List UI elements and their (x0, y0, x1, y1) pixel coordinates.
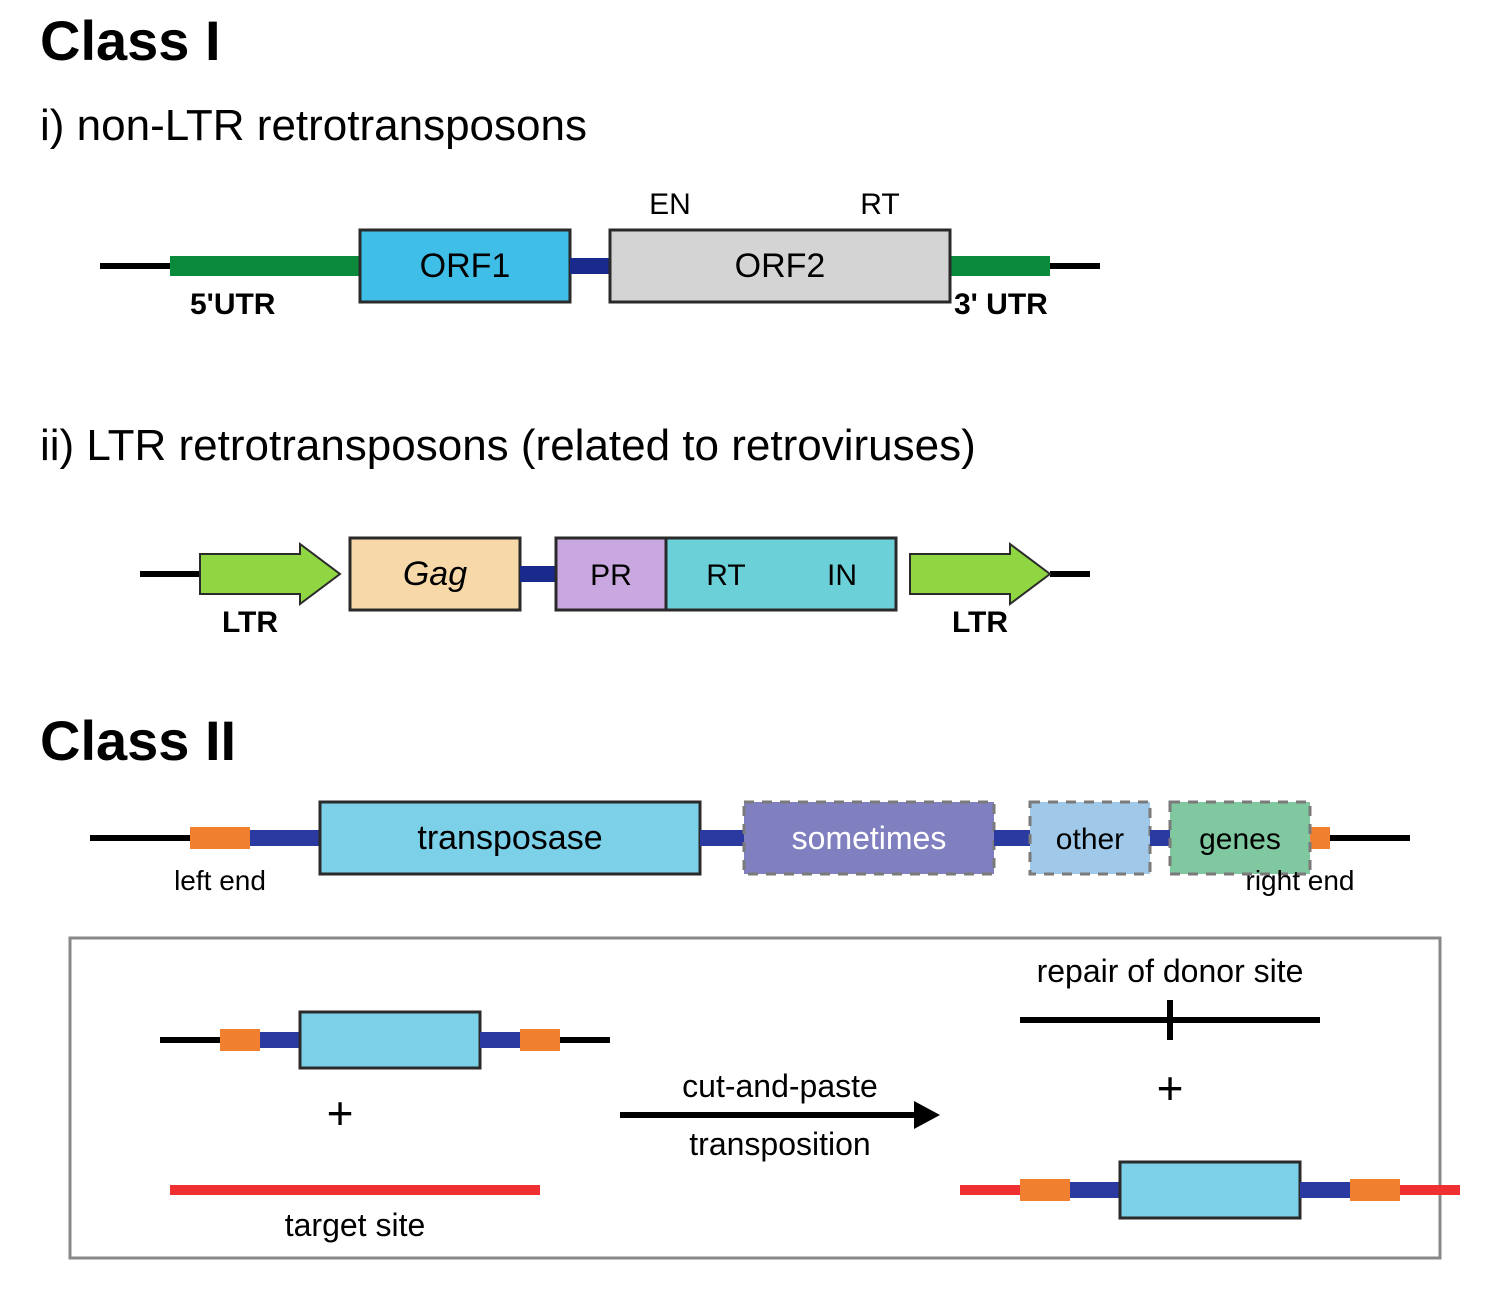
heading-class2: Class II (40, 709, 236, 772)
arrow-label-bot: transposition (689, 1126, 870, 1162)
plus-1: + (327, 1087, 354, 1139)
orf1-label: ORF1 (420, 247, 511, 285)
other-label: other (1056, 823, 1124, 856)
pr-label: PR (590, 559, 632, 592)
gag-label: Gag (403, 555, 467, 593)
sometimes-label: sometimes (792, 820, 947, 856)
right-end-label: right end (1246, 865, 1355, 896)
utr3 (950, 256, 1050, 276)
rtin-box (666, 538, 896, 610)
rt-label: RT (860, 188, 899, 221)
utr5-label: 5'UTR (190, 288, 276, 321)
ltr-label-2: LTR (952, 606, 1008, 639)
ltr-arrow (200, 544, 340, 604)
tsd-left (190, 827, 250, 849)
heading-ltr: ii) LTR retrotransposons (related to ret… (40, 421, 976, 470)
left-end-label: left end (174, 865, 266, 896)
arrow-label-top: cut-and-paste (682, 1068, 878, 1104)
arrow-head (914, 1101, 940, 1129)
pol-linker (520, 566, 556, 582)
backbone (1150, 830, 1170, 846)
en-label: EN (649, 188, 691, 221)
utr3-label: 3' UTR (954, 288, 1048, 321)
utr5 (170, 256, 360, 276)
backbone (994, 830, 1030, 846)
rt-label2: RT (706, 559, 745, 592)
plus-2: + (1157, 1062, 1184, 1114)
linker (570, 258, 610, 274)
orf2-label: ORF2 (735, 247, 826, 285)
in-label: IN (827, 559, 857, 592)
target-site-label: target site (285, 1207, 426, 1243)
repair-label: repair of donor site (1037, 953, 1304, 989)
ltr-arrow (910, 544, 1050, 604)
transposase-label: transposase (417, 819, 602, 857)
heading-nonltr: i) non-LTR retrotransposons (40, 101, 587, 150)
genes-label: genes (1199, 823, 1281, 856)
heading-class1: Class I (40, 9, 221, 72)
backbone (250, 830, 320, 846)
backbone (700, 830, 744, 846)
ltr-label-1: LTR (222, 606, 278, 639)
